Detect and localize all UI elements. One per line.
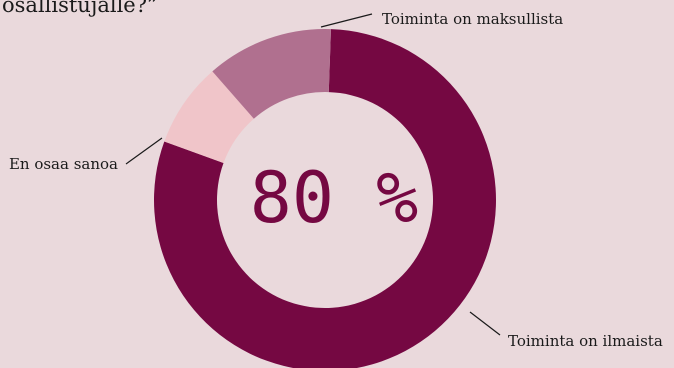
donut-slice-1 (154, 29, 496, 368)
center-value-label: 80 % (250, 157, 419, 239)
leader-line-1 (469, 311, 501, 336)
chart-title: osallistujalle?” (2, 0, 158, 17)
leader-line-3 (320, 13, 373, 28)
slice-labels: Toiminta on ilmaista En osaa sanoa Toimint… (9, 10, 663, 350)
donut-slices (154, 28, 496, 368)
donut-slice-3 (212, 28, 331, 119)
slice-label-2: En osaa sanoa (9, 155, 118, 173)
leader-lines (125, 13, 501, 336)
slice-label-3: Toiminta on maksullista (382, 10, 563, 28)
slice-label-1: Toiminta on ilmaista (508, 332, 663, 350)
leader-line-2 (125, 137, 163, 165)
donut-slice-2 (164, 71, 254, 164)
